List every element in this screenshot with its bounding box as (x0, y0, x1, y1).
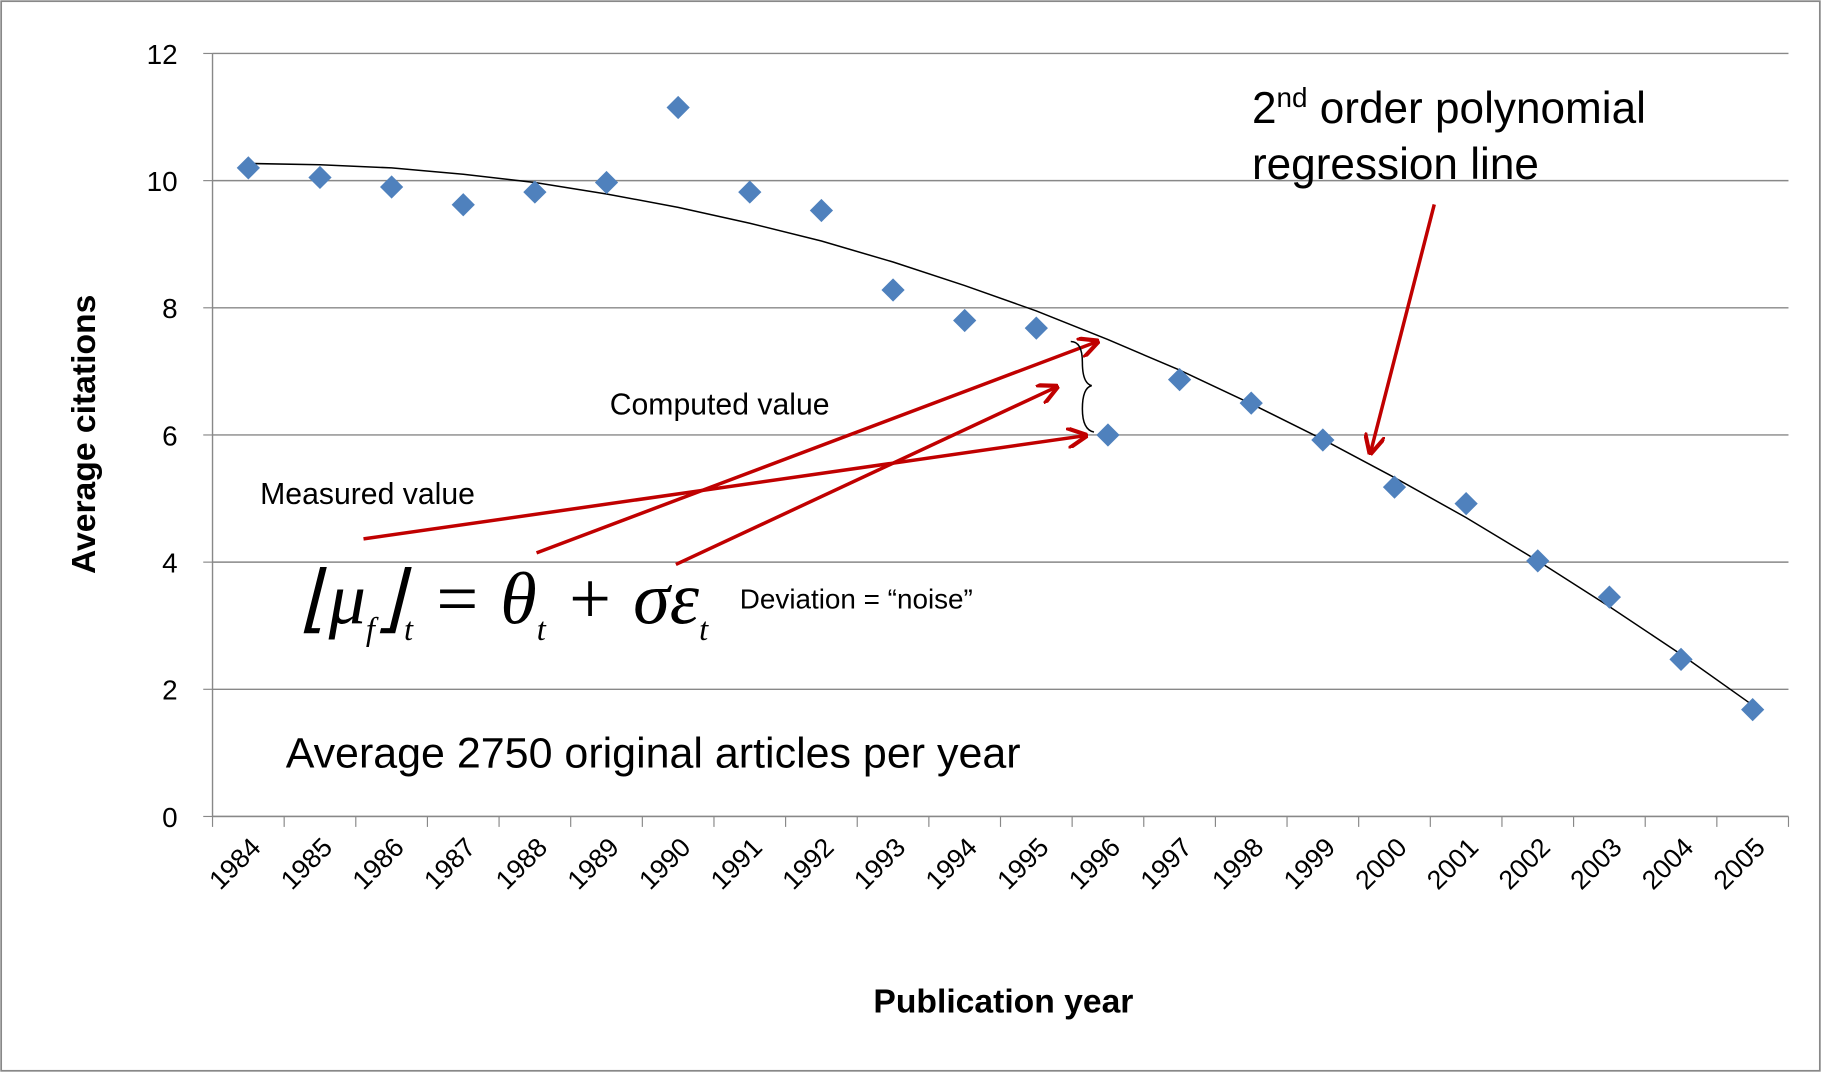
point (308, 165, 332, 190)
point (379, 175, 404, 199)
text: + σε (546, 559, 700, 641)
measured-label: Measured value (260, 478, 475, 511)
point (1454, 492, 1478, 516)
point (236, 156, 260, 180)
text: order polynomial (1307, 84, 1645, 133)
average-label: Average 2750 original articles per year (286, 730, 1021, 778)
arrow (675, 387, 1057, 567)
brace (1070, 340, 1095, 433)
point (1311, 428, 1335, 452)
annotations: 2nd order polynomial regression line Com… (260, 82, 1646, 778)
point (1167, 368, 1192, 392)
y-tick-label: 12 (147, 39, 178, 70)
point (809, 198, 834, 223)
text: nd (1276, 82, 1307, 113)
y-axis-label: Average citations (66, 295, 103, 574)
arrow (535, 341, 1098, 555)
arrow (363, 436, 1086, 541)
y-tick-label: 4 (162, 548, 178, 579)
text: t (699, 612, 709, 648)
y-tick-label: 2 (162, 675, 178, 706)
point (1024, 316, 1048, 340)
text: t (537, 612, 547, 648)
deviation-label: Deviation = “noise” (740, 584, 973, 615)
equation: ⌊μf⌋t = θt + σεt (300, 559, 709, 648)
point (738, 180, 762, 204)
text: t (404, 612, 414, 648)
point (953, 308, 977, 333)
marks (236, 95, 1765, 722)
point (1741, 698, 1765, 722)
point (1096, 423, 1120, 447)
regression-label: regression line (1252, 140, 1539, 189)
point (1597, 585, 1622, 609)
text: 2 (1252, 84, 1277, 133)
point (523, 180, 547, 204)
x-axis-label: Publication year (873, 984, 1133, 1021)
point (1669, 647, 1693, 672)
point (594, 170, 619, 195)
point (666, 95, 690, 120)
point (881, 278, 905, 302)
y-tick-label: 6 (162, 420, 178, 451)
y-tick-label: 0 (162, 802, 178, 833)
text: = θ (413, 559, 537, 641)
arrow (1370, 204, 1436, 453)
arrows (363, 204, 1436, 567)
point (1526, 549, 1550, 573)
regression-line (248, 162, 1754, 706)
y-tick-label: 10 (147, 166, 178, 197)
computed-label: Computed value (610, 389, 830, 422)
text: ⌊μ (300, 559, 366, 641)
point (1239, 391, 1263, 415)
y-tick-label: 8 (162, 293, 178, 324)
regression-label: 2nd order polynomial (1252, 82, 1646, 133)
point (1382, 475, 1407, 499)
point (451, 193, 475, 217)
